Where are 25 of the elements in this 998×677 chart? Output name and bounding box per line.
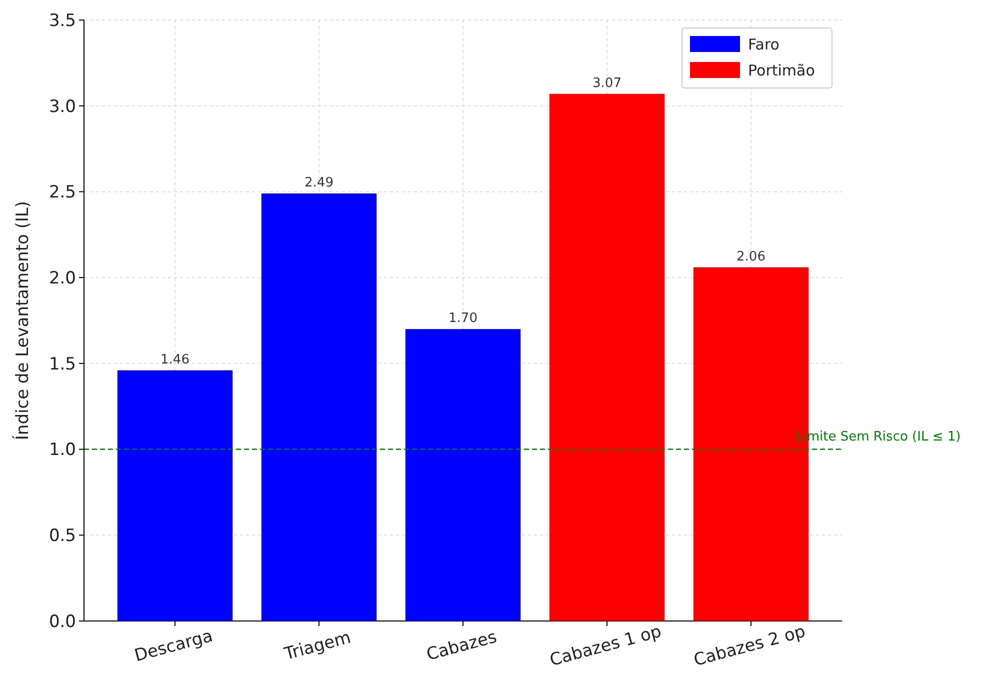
legend-label: Faro: [748, 35, 780, 54]
bar: [549, 94, 665, 621]
y-tick-label: 1.0: [48, 440, 76, 460]
y-tick-label: 2.0: [48, 268, 76, 289]
bar: [405, 329, 521, 621]
x-tick-label: Cabazes 1 op: [548, 622, 664, 671]
x-tick-label: Descarga: [132, 626, 215, 666]
y-axis-title: Índice de Levantamento (IL): [12, 200, 33, 440]
data-label: 1.46: [160, 352, 190, 368]
data-label: 2.49: [304, 175, 334, 190]
y-tick-label: 3.0: [48, 96, 76, 117]
data-label: 1.70: [448, 311, 478, 326]
bar: [117, 370, 233, 621]
y-tick-label: 2.5: [48, 182, 76, 203]
legend-label: Portimão: [748, 61, 815, 80]
y-tick-label: 0.5: [48, 526, 76, 546]
x-tick-label: Triagem: [281, 628, 354, 665]
bar: [261, 193, 377, 621]
x-tick-label: Cabazes 2 op: [692, 622, 808, 671]
y-tick-label: 1.5: [48, 354, 76, 374]
data-label: 2.06: [736, 249, 766, 264]
y-tick-label: 3.5: [48, 10, 76, 31]
y-tick-label: 0.0: [48, 612, 76, 632]
x-tick-label: Cabazes: [424, 627, 500, 666]
data-label: 3.07: [592, 76, 622, 91]
